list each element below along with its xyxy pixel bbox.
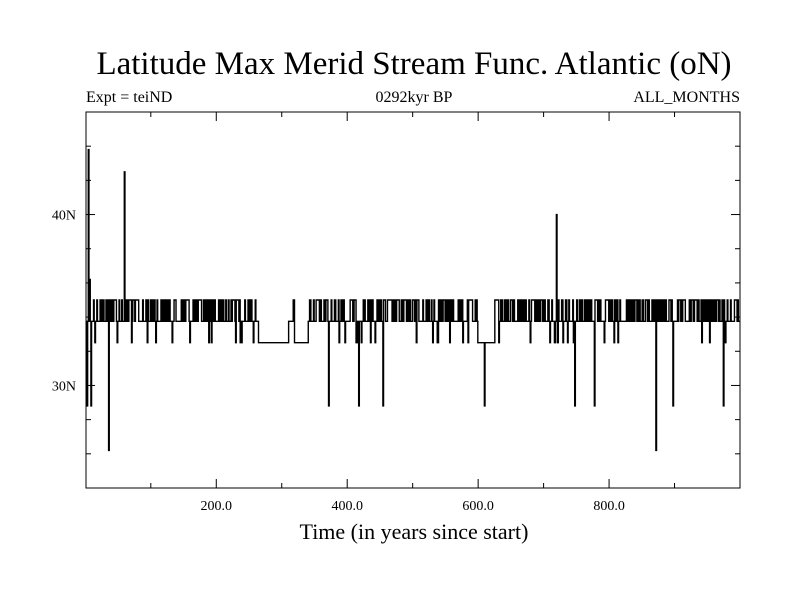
experiment-label: Expt = teiND [86, 89, 173, 106]
period-label: 0292kyr BP [375, 89, 453, 106]
x-tick-label: 600.0 [462, 499, 494, 514]
y-tick-label: 30N [52, 379, 76, 394]
x-tick-label: 400.0 [331, 499, 363, 514]
tick-labels: 200.0 400.0 600.0 800.0 30N 40N [52, 209, 625, 514]
chart-title: Latitude Max Merid Stream Func. Atlantic… [96, 46, 732, 82]
x-tick-label: 800.0 [593, 499, 625, 514]
x-axis-label: Time (in years since start) [299, 519, 529, 544]
months-label: ALL_MONTHS [633, 89, 740, 106]
y-tick-label: 40N [52, 209, 76, 224]
series-line [85, 148, 740, 452]
x-tick-label: 200.0 [201, 499, 233, 514]
